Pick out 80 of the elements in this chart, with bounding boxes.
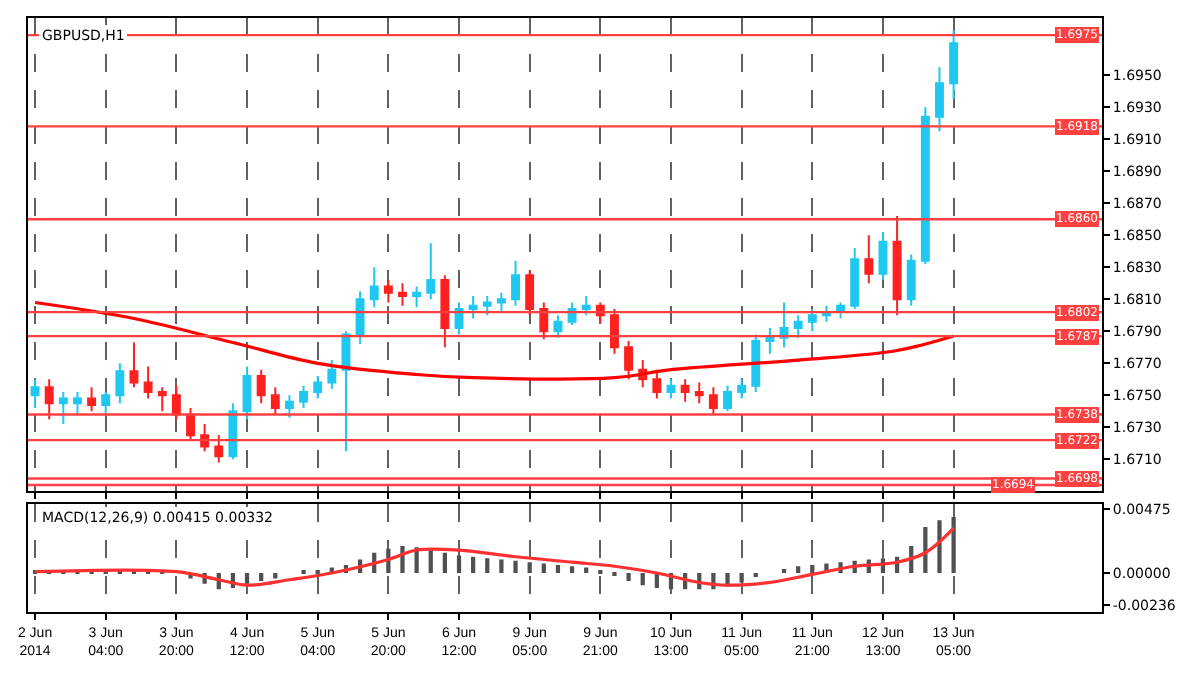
bar	[810, 564, 815, 573]
candlestick	[171, 384, 181, 421]
candlestick	[44, 378, 54, 421]
candlestick	[694, 381, 704, 405]
candlestick	[610, 307, 619, 355]
candlestick	[186, 407, 195, 442]
candlestick	[101, 391, 111, 416]
candlestick	[553, 314, 563, 339]
candlestick	[765, 327, 775, 355]
candlestick	[864, 234, 874, 285]
candlestick	[299, 384, 309, 410]
candlestick	[157, 386, 167, 413]
candlestick	[30, 378, 40, 410]
line-series	[33, 300, 956, 381]
candlestick	[482, 295, 492, 317]
candlestick	[920, 106, 930, 266]
bar	[937, 520, 942, 573]
candlestick	[892, 215, 902, 317]
bar	[527, 562, 532, 573]
candlestick	[737, 378, 747, 400]
candlestick	[807, 307, 817, 333]
candlestick	[878, 231, 888, 282]
candlestick	[313, 375, 323, 400]
candlestick	[270, 386, 280, 416]
candlestick	[115, 362, 125, 405]
candlestick	[666, 378, 676, 400]
bar	[796, 566, 801, 573]
candlestick	[793, 314, 803, 339]
candlestick	[850, 247, 860, 310]
bar	[739, 573, 744, 583]
bar	[442, 552, 447, 573]
candlestick	[624, 339, 634, 381]
bar	[485, 558, 490, 573]
line-series	[33, 526, 956, 587]
candlestick	[723, 384, 732, 413]
candlestick	[87, 386, 97, 413]
candlestick	[949, 29, 959, 101]
candlestick	[398, 282, 407, 307]
candlestick	[58, 391, 68, 426]
candlestick	[129, 341, 139, 389]
candlestick	[511, 259, 520, 307]
bar	[640, 573, 645, 586]
bar	[259, 573, 264, 582]
candlestick	[539, 301, 549, 341]
candlestick	[327, 359, 337, 390]
candlestick	[73, 391, 82, 416]
bar	[244, 573, 250, 584]
candlestick	[468, 295, 478, 320]
bar	[499, 559, 504, 573]
candlestick	[906, 253, 916, 307]
bar	[951, 516, 956, 573]
candlestick	[680, 378, 690, 403]
candlestick	[256, 368, 266, 405]
candlestick	[935, 66, 944, 133]
bar	[456, 555, 462, 573]
candlestick	[214, 434, 224, 464]
candlestick	[412, 285, 422, 309]
candlestick	[525, 269, 535, 317]
bar	[471, 556, 476, 573]
candlestick	[355, 290, 365, 346]
candlestick	[383, 279, 393, 304]
bar	[555, 564, 561, 573]
candlestick	[369, 266, 379, 309]
candlestick	[228, 402, 238, 461]
candlestick	[496, 291, 506, 314]
candlestick	[242, 365, 252, 421]
candlestick	[751, 333, 761, 394]
candlestick	[341, 330, 351, 453]
candlestick	[581, 295, 591, 317]
candlestick	[779, 301, 789, 349]
candlestick	[426, 242, 436, 301]
bar	[626, 573, 631, 582]
candlestick	[708, 386, 718, 416]
candlestick	[143, 365, 153, 400]
bar	[569, 566, 575, 573]
candlestick	[440, 274, 450, 349]
bar	[541, 563, 546, 573]
bar	[513, 560, 518, 573]
candlestick	[652, 368, 662, 400]
candlestick	[284, 394, 294, 419]
